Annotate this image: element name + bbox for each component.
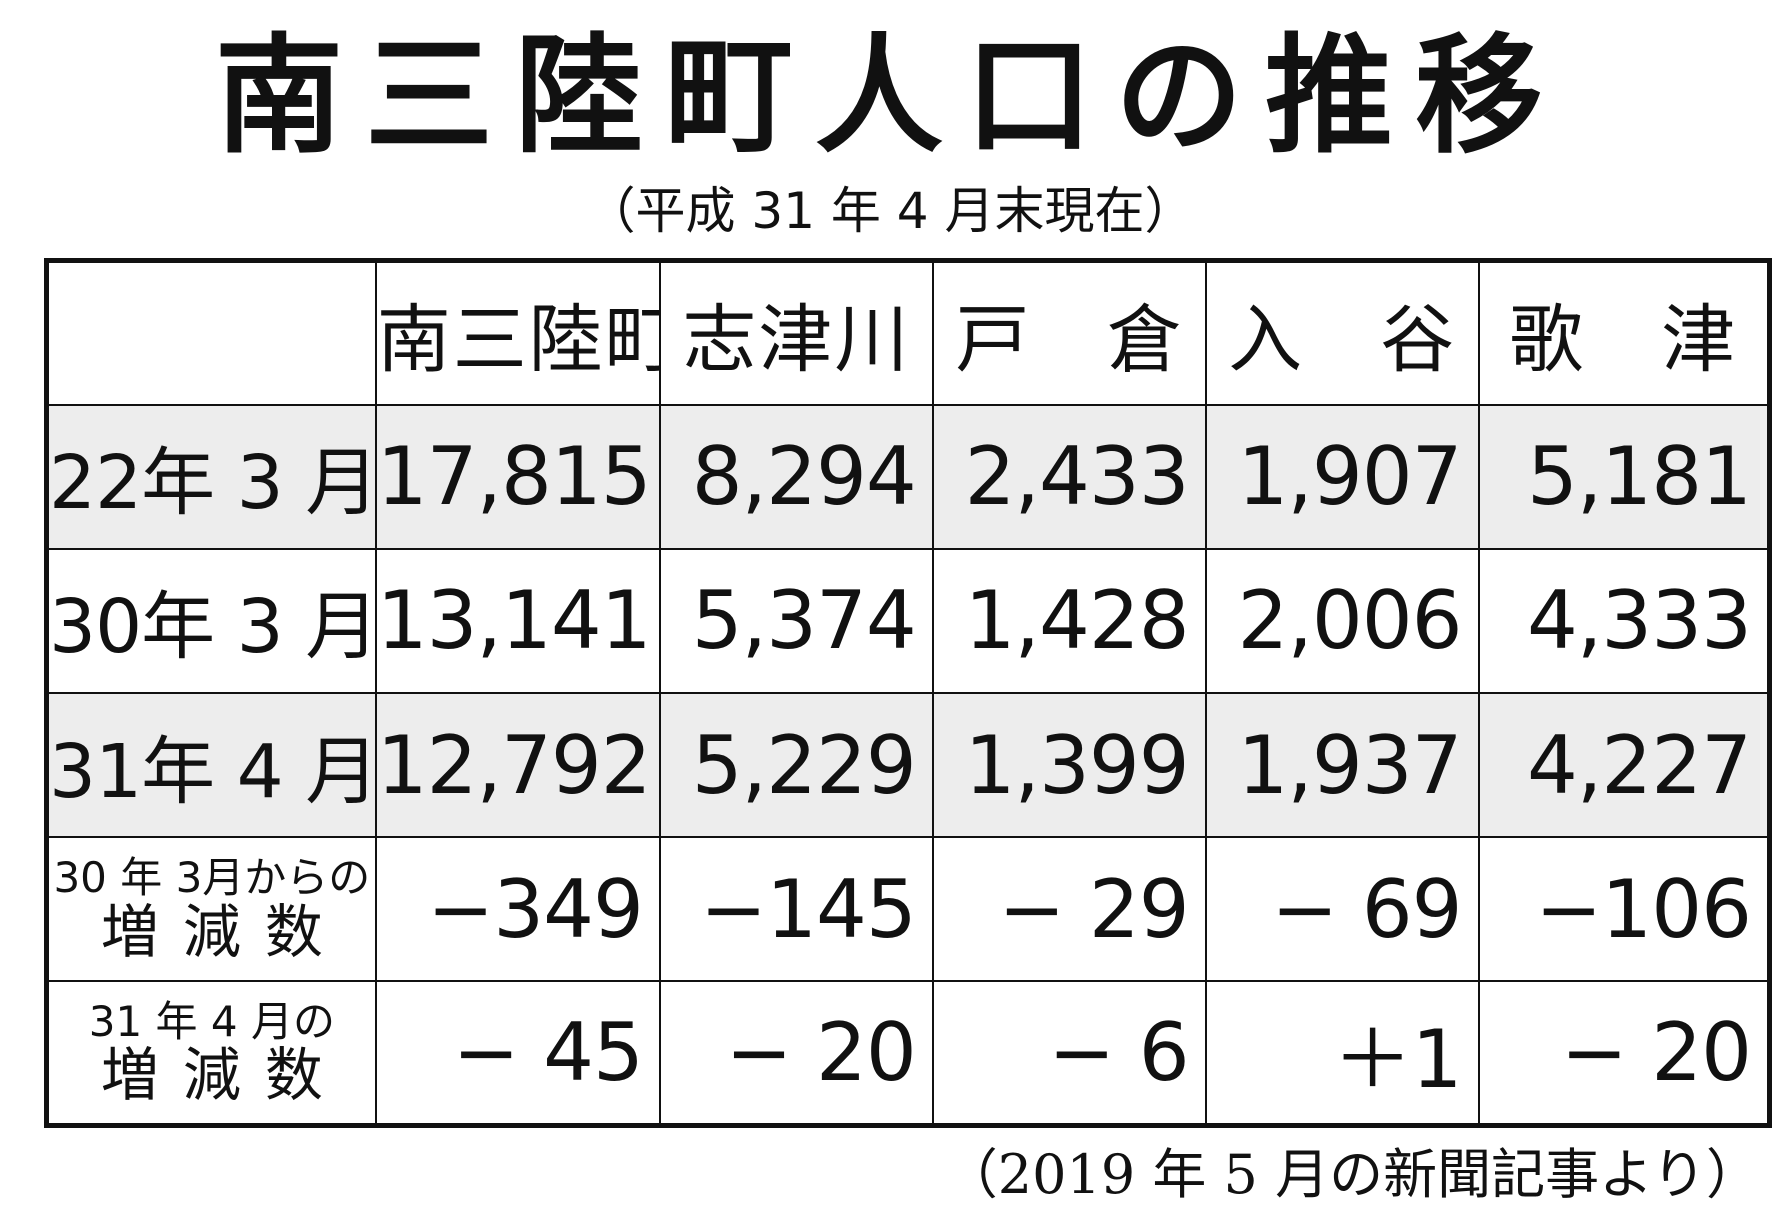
change-label-line1: 31 年 4 月の xyxy=(88,996,335,1046)
population-table: 南三陸町 志津川 戸 倉 入 谷 歌 津 22年 3 月 17,815 8,29… xyxy=(44,258,1772,1128)
page-title: 南三陸町人口の推移 xyxy=(214,22,1565,171)
table-cell: 1,907 xyxy=(1204,403,1480,550)
change-cell: −106 xyxy=(1477,836,1771,983)
table-cell: 8,294 xyxy=(658,403,934,550)
change-label-line1: 30 年 3月からの xyxy=(53,853,371,903)
row-label: 31年 4 月 xyxy=(45,691,377,839)
header-corner xyxy=(45,259,377,406)
header-minamisanriku: 南三陸町 xyxy=(374,259,661,406)
header-iriya: 入 谷 xyxy=(1204,259,1480,406)
table-cell: 5,229 xyxy=(658,691,934,839)
table-cell: 12,792 xyxy=(374,691,661,839)
table-row: 22年 3 月 17,815 8,294 2,433 1,907 5,181 xyxy=(45,403,1771,550)
change-cell: − 45 xyxy=(374,980,661,1127)
header-utatsu: 歌 津 xyxy=(1477,259,1771,406)
row-label: 30年 3 月 xyxy=(45,547,377,694)
table-cell: 2,006 xyxy=(1204,547,1480,694)
change-cell: − 20 xyxy=(1477,980,1771,1127)
row-label: 22年 3 月 xyxy=(45,403,377,550)
change-cell: ＋1 xyxy=(1204,980,1480,1127)
table-row: 31年 4 月 12,792 5,229 1,399 1,937 4,227 xyxy=(45,691,1771,839)
table-cell: 4,227 xyxy=(1477,691,1771,839)
change-row: 31 年 4 月の 増減数 − 45 − 20 − 6 ＋1 − 20 xyxy=(45,980,1771,1127)
table-cell: 17,815 xyxy=(374,403,661,550)
table-row: 30年 3 月 13,141 5,374 1,428 2,006 4,333 xyxy=(45,547,1771,694)
change-cell: −349 xyxy=(374,836,661,983)
table-cell: 4,333 xyxy=(1477,547,1771,694)
change-label-line2: 増減数 xyxy=(100,897,347,966)
change-label-line2: 増減数 xyxy=(100,1041,347,1109)
source-note: （2019 年 5 月の新聞記事より） xyxy=(943,1143,1760,1206)
change-cell: − 29 xyxy=(931,836,1207,983)
change-cell: − 69 xyxy=(1204,836,1480,983)
subtitle: （平成 31 年 4 月末現在） xyxy=(585,182,1195,240)
change-cell: −145 xyxy=(658,836,934,983)
table-cell: 13,141 xyxy=(374,547,661,694)
header-tokura: 戸 倉 xyxy=(931,259,1207,406)
table-cell: 5,374 xyxy=(658,547,934,694)
table-cell: 1,399 xyxy=(931,691,1207,839)
header-shizugawa: 志津川 xyxy=(658,259,934,406)
table-cell: 1,937 xyxy=(1204,691,1480,839)
table-cell: 1,428 xyxy=(931,547,1207,694)
change-row: 30 年 3月からの 増減数 −349 −145 − 29 − 69 −106 xyxy=(45,836,1771,983)
change-label: 31 年 4 月の 増減数 xyxy=(45,980,377,1127)
header-row: 南三陸町 志津川 戸 倉 入 谷 歌 津 xyxy=(45,259,1771,406)
change-cell: − 6 xyxy=(931,980,1207,1127)
table-cell: 5,181 xyxy=(1477,403,1771,550)
change-label: 30 年 3月からの 増減数 xyxy=(45,836,377,983)
table-cell: 2,433 xyxy=(931,403,1207,550)
change-cell: − 20 xyxy=(658,980,934,1127)
